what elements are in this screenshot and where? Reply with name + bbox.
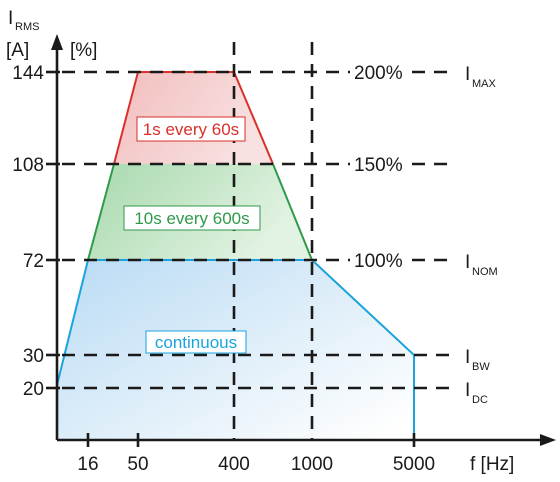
y-tick-label: 30 [23,346,44,367]
percent-label: 150% [354,155,403,176]
y-axis-subscript: RMS [15,21,39,33]
y-axis-unit-ampere: [A] [6,40,29,61]
x-tick-label: 16 [77,454,98,475]
ten-second-label-box [123,205,261,231]
percent-label: 200% [354,63,403,84]
one-second-outline [113,71,274,165]
y-tick-label: 108 [12,155,44,176]
x-tick-label: 50 [127,454,148,475]
y-tick-label: 72 [23,251,44,272]
y-axis-arrow [51,34,63,50]
current-label-subscript: DC [472,394,488,406]
one-second-label: 1s every 60s [143,120,239,139]
current-label-symbol: I [465,347,470,368]
y-axis-unit-percent: [%] [70,40,97,61]
x-axis-label: f [Hz] [470,454,514,475]
current-label-symbol: I [465,380,470,401]
current-label-symbol: I [465,252,470,273]
continuous-label: continuous [155,333,237,352]
current-label-subscript: BW [472,361,490,373]
current-label-symbol: I [465,64,470,85]
y-axis-symbol: I [8,8,13,29]
current-label-subscript: NOM [472,266,498,278]
y-tick-label: 20 [23,379,44,400]
x-tick-label: 1000 [291,454,333,475]
ten-second-outline-right [272,163,313,261]
x-axis-arrow [540,434,556,446]
percent-label: 100% [354,251,403,272]
y-tick-label: 144 [12,63,44,84]
x-tick-label: 5000 [393,454,435,475]
one-second-label-box [136,116,246,142]
x-tick-label: 400 [218,454,250,475]
current-label-subscript: MAX [472,78,497,90]
continuous-label-box [145,330,247,354]
ten-second-outline-left [87,163,115,261]
ten-second-label: 10s every 600s [134,209,249,228]
